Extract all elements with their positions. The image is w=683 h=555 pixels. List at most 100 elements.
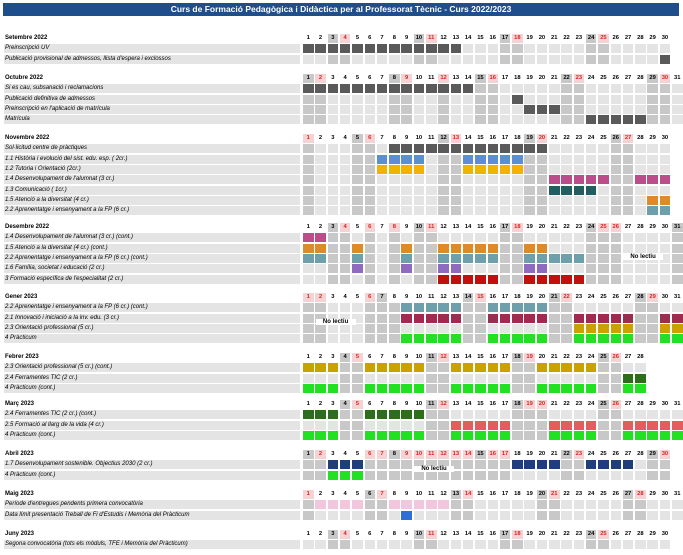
day-number: 8	[389, 450, 400, 459]
day-cell	[487, 510, 498, 520]
day-cell	[364, 383, 375, 393]
day-cell	[647, 164, 658, 174]
day-number: 12	[438, 74, 449, 83]
day-number: 21	[551, 354, 558, 360]
day-cell	[413, 44, 425, 54]
day-cell	[549, 104, 560, 114]
day-cell	[475, 154, 486, 164]
day-cell	[487, 154, 498, 164]
day-cell	[450, 500, 462, 510]
day-cell	[573, 274, 585, 284]
day-cell	[622, 373, 634, 383]
day-cell	[512, 323, 523, 333]
day-cell	[549, 115, 560, 125]
day-cell	[339, 420, 351, 430]
day-number: 31	[674, 401, 681, 407]
day-cell	[352, 154, 363, 164]
day-cell	[438, 334, 449, 344]
day-cell	[635, 500, 646, 510]
day-cell	[413, 243, 425, 253]
day-cell	[450, 303, 462, 313]
day-number: 12	[440, 531, 447, 537]
day-cell	[303, 54, 314, 64]
day-cell	[475, 363, 486, 373]
day-cell	[573, 243, 585, 253]
day-number: 22	[563, 35, 570, 41]
day-cell	[364, 206, 375, 216]
activity-row: 2.1 Innovació i iniciació a la inv. edu.…	[0, 313, 683, 323]
day-cell	[622, 470, 634, 480]
day-cell	[647, 54, 658, 64]
activity-row: 2.4 Ferramentes TIC (2 cr.) (cont.)	[0, 410, 683, 420]
day-cell	[327, 334, 339, 344]
day-cell	[598, 84, 609, 94]
day-cell	[499, 84, 511, 94]
day-cell	[647, 206, 658, 216]
day-number: 29	[649, 491, 656, 497]
day-number: 8	[392, 354, 396, 360]
day-number: 31	[674, 491, 681, 497]
day-cell	[303, 430, 314, 440]
day-cell	[610, 195, 621, 205]
day-cell	[487, 195, 498, 205]
day-cell	[610, 510, 621, 520]
day-cell	[561, 274, 572, 284]
day-cell	[401, 373, 412, 383]
day-cell	[401, 510, 412, 520]
day-number: 24	[587, 491, 595, 497]
day-cell	[315, 510, 326, 520]
day-cell	[426, 323, 437, 333]
day-cell	[672, 500, 683, 510]
day-cell	[499, 420, 511, 430]
day-cell	[315, 500, 326, 510]
day-number: 20	[538, 75, 546, 81]
day-cell	[622, 115, 634, 125]
day-cell	[561, 206, 572, 216]
activity-label: 2.4 Ferramentes TIC (2 cr.) (cont.)	[4, 410, 300, 420]
day-cell	[622, 313, 634, 323]
day-cell	[462, 44, 474, 54]
day-cell	[635, 104, 646, 114]
day-number: 6	[368, 531, 372, 537]
day-cell	[647, 115, 658, 125]
day-cell	[475, 175, 486, 185]
day-cell	[573, 510, 585, 520]
day-number: 22	[563, 401, 570, 407]
day-cell	[413, 164, 425, 174]
day-cell	[573, 303, 585, 313]
day-cell	[327, 144, 339, 154]
day-cell	[536, 313, 548, 323]
day-cell	[512, 334, 523, 344]
day-cell	[438, 243, 449, 253]
day-number: 30	[659, 450, 671, 459]
day-cell	[376, 144, 388, 154]
no-lectiu-label: No lectiu	[623, 254, 664, 261]
month-header-row: Setembre 2022 1 2 3 4 5 6 7 8 9 10 11 12 13 14 15 16 17 18…	[0, 34, 683, 43]
day-cell	[598, 164, 609, 174]
day-number: 12	[438, 134, 449, 143]
day-cell	[475, 44, 486, 54]
day-cell	[389, 164, 400, 174]
day-number: 2	[318, 491, 323, 497]
day-cell	[315, 334, 326, 344]
day-cell	[401, 195, 412, 205]
day-number: 1	[303, 490, 314, 499]
day-cell	[462, 373, 474, 383]
day-cell	[598, 243, 609, 253]
day-cell	[376, 253, 388, 263]
day-cell	[622, 383, 634, 393]
calendar-title: Curs de Formació Pedagògica i Didàctica …	[3, 3, 679, 16]
day-cell	[364, 410, 375, 420]
day-cell	[462, 460, 474, 470]
day-cell	[487, 460, 498, 470]
day-cell	[315, 470, 326, 480]
day-number: 25	[600, 75, 607, 81]
day-number: 24	[587, 354, 595, 360]
day-cell	[561, 44, 572, 54]
day-cell	[585, 420, 597, 430]
day-cell	[450, 264, 462, 274]
activity-label: 1.5 Atenció a la diversitat (4 cr.) (con…	[4, 243, 300, 253]
day-cell	[426, 334, 437, 344]
day-cell	[585, 500, 597, 510]
day-cell	[401, 363, 412, 373]
